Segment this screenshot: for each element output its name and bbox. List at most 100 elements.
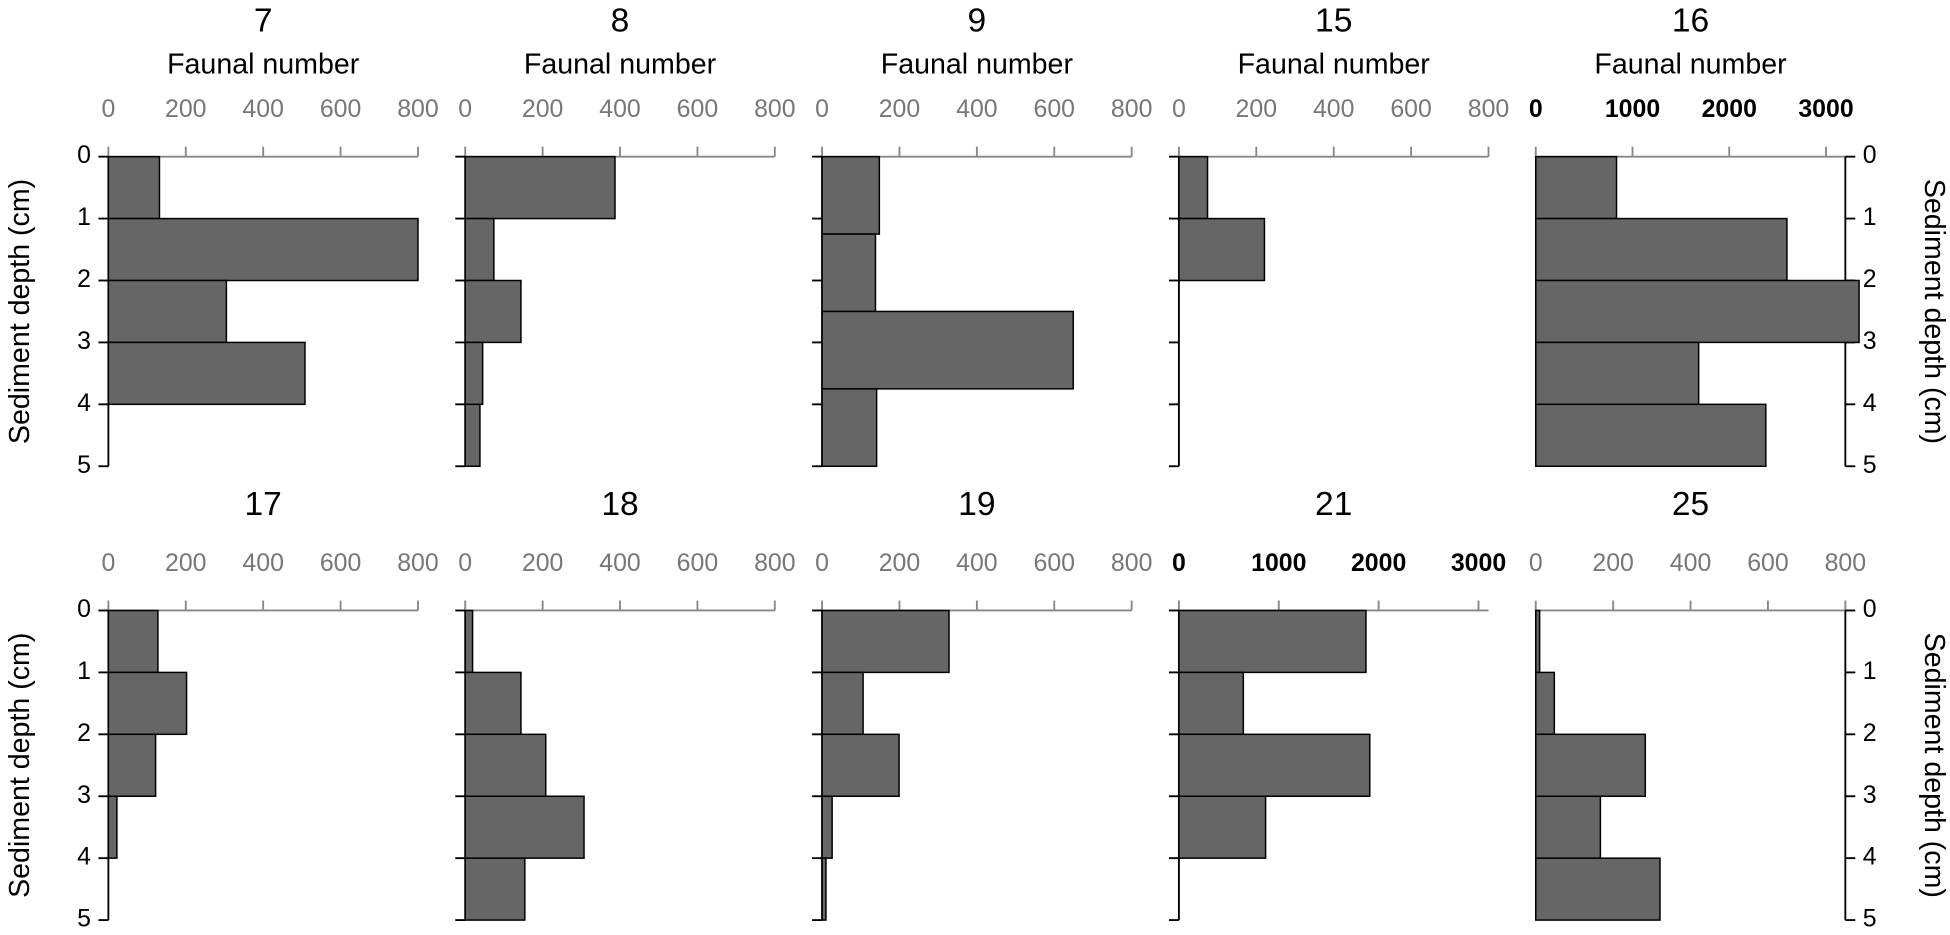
- bar: [821, 609, 950, 674]
- x-tick-label: 3000: [1451, 549, 1506, 577]
- bar: [1535, 609, 1541, 674]
- bar: [1178, 155, 1209, 220]
- x-axis-label: Faunal number: [881, 48, 1074, 80]
- x-axis-label: Faunal number: [524, 48, 717, 80]
- y-axis-label: Sediment depth (cm): [4, 633, 36, 898]
- x-tick-label: 800: [1111, 549, 1152, 577]
- bar: [1535, 671, 1556, 736]
- bar: [1535, 341, 1700, 406]
- x-tick-label: 0: [1529, 95, 1543, 123]
- x-tick-label: 800: [397, 549, 438, 577]
- x-tick-label: 600: [320, 95, 361, 123]
- bar: [107, 279, 228, 344]
- panel-title: 16: [1672, 2, 1709, 39]
- bar: [107, 609, 159, 674]
- x-tick-label: 600: [320, 549, 361, 577]
- bar: [821, 671, 864, 736]
- panel-title: 18: [601, 486, 638, 523]
- panel-title: 25: [1672, 486, 1709, 523]
- bar: [464, 155, 616, 220]
- x-axis-label: Faunal number: [1238, 48, 1431, 80]
- x-tick-label: 0: [1172, 95, 1186, 123]
- bar: [107, 733, 157, 797]
- y-tick-label: 5: [1863, 451, 1877, 479]
- y-axis-label: Sediment depth (cm): [1918, 179, 1950, 444]
- x-tick-label: 400: [599, 95, 640, 123]
- bar: [464, 733, 547, 797]
- bar: [1178, 671, 1245, 736]
- x-tick-label: 400: [1670, 549, 1711, 577]
- y-tick-label: 3: [77, 781, 91, 809]
- y-tick-label: 2: [1863, 265, 1877, 293]
- y-tick-label: 1: [77, 203, 91, 231]
- x-tick-label: 2000: [1351, 549, 1406, 577]
- x-tick-label: 2000: [1702, 95, 1757, 123]
- bar: [464, 279, 522, 344]
- x-tick-label: 0: [1529, 549, 1543, 577]
- bar: [1535, 403, 1767, 468]
- bar: [1178, 795, 1267, 859]
- x-tick-label: 400: [1313, 95, 1354, 123]
- panel-title: 21: [1315, 486, 1352, 523]
- x-tick-label: 0: [815, 95, 829, 123]
- x-tick-label: 200: [522, 549, 563, 577]
- bar: [1178, 733, 1371, 797]
- x-tick-label: 600: [1034, 549, 1075, 577]
- bar: [1535, 217, 1788, 282]
- x-tick-label: 0: [1172, 549, 1186, 577]
- y-tick-label: 0: [77, 595, 91, 623]
- bar: [821, 310, 1074, 390]
- x-tick-label: 800: [1825, 549, 1866, 577]
- x-tick-label: 200: [1236, 95, 1277, 123]
- x-tick-label: 600: [677, 549, 718, 577]
- x-tick-label: 200: [1592, 549, 1633, 577]
- y-tick-label: 1: [1863, 203, 1877, 231]
- panel-title: 15: [1315, 2, 1352, 39]
- x-tick-label: 3000: [1798, 95, 1853, 123]
- bar: [1178, 217, 1266, 282]
- panel-title: 17: [245, 486, 282, 523]
- bar: [464, 217, 495, 282]
- bar: [1535, 857, 1661, 921]
- panel-title: 8: [611, 2, 630, 39]
- bar: [1535, 155, 1618, 220]
- bar: [107, 671, 188, 736]
- bar: [464, 795, 585, 859]
- bar: [464, 341, 484, 406]
- bar: [1535, 279, 1860, 344]
- bar: [464, 609, 474, 674]
- y-tick-label: 3: [77, 327, 91, 355]
- bar: [821, 795, 833, 859]
- bar: [464, 857, 526, 921]
- bar: [107, 795, 118, 859]
- x-tick-label: 600: [1747, 549, 1788, 577]
- bar: [821, 857, 827, 921]
- x-axis-label: Faunal number: [1594, 48, 1787, 80]
- x-tick-label: 400: [599, 549, 640, 577]
- y-axis-label: Sediment depth (cm): [1918, 633, 1950, 898]
- y-tick-label: 2: [77, 719, 91, 747]
- y-axis-label: Sediment depth (cm): [4, 179, 36, 444]
- x-tick-label: 400: [956, 549, 997, 577]
- x-tick-label: 0: [101, 95, 115, 123]
- x-tick-label: 1000: [1251, 549, 1306, 577]
- x-tick-label: 200: [165, 95, 206, 123]
- bar: [107, 217, 419, 282]
- x-tick-label: 200: [879, 549, 920, 577]
- bar: [107, 341, 306, 406]
- x-axis-label: Faunal number: [167, 48, 360, 80]
- x-tick-label: 200: [165, 549, 206, 577]
- bar: [821, 233, 877, 313]
- x-tick-label: 400: [242, 549, 283, 577]
- y-tick-label: 5: [1863, 905, 1877, 933]
- bar: [821, 388, 878, 468]
- x-tick-label: 800: [1111, 95, 1152, 123]
- bar: [464, 403, 481, 468]
- x-tick-label: 200: [879, 95, 920, 123]
- x-tick-label: 800: [754, 95, 795, 123]
- bar: [821, 733, 900, 797]
- x-tick-label: 800: [1468, 95, 1509, 123]
- panel-title: 19: [958, 486, 995, 523]
